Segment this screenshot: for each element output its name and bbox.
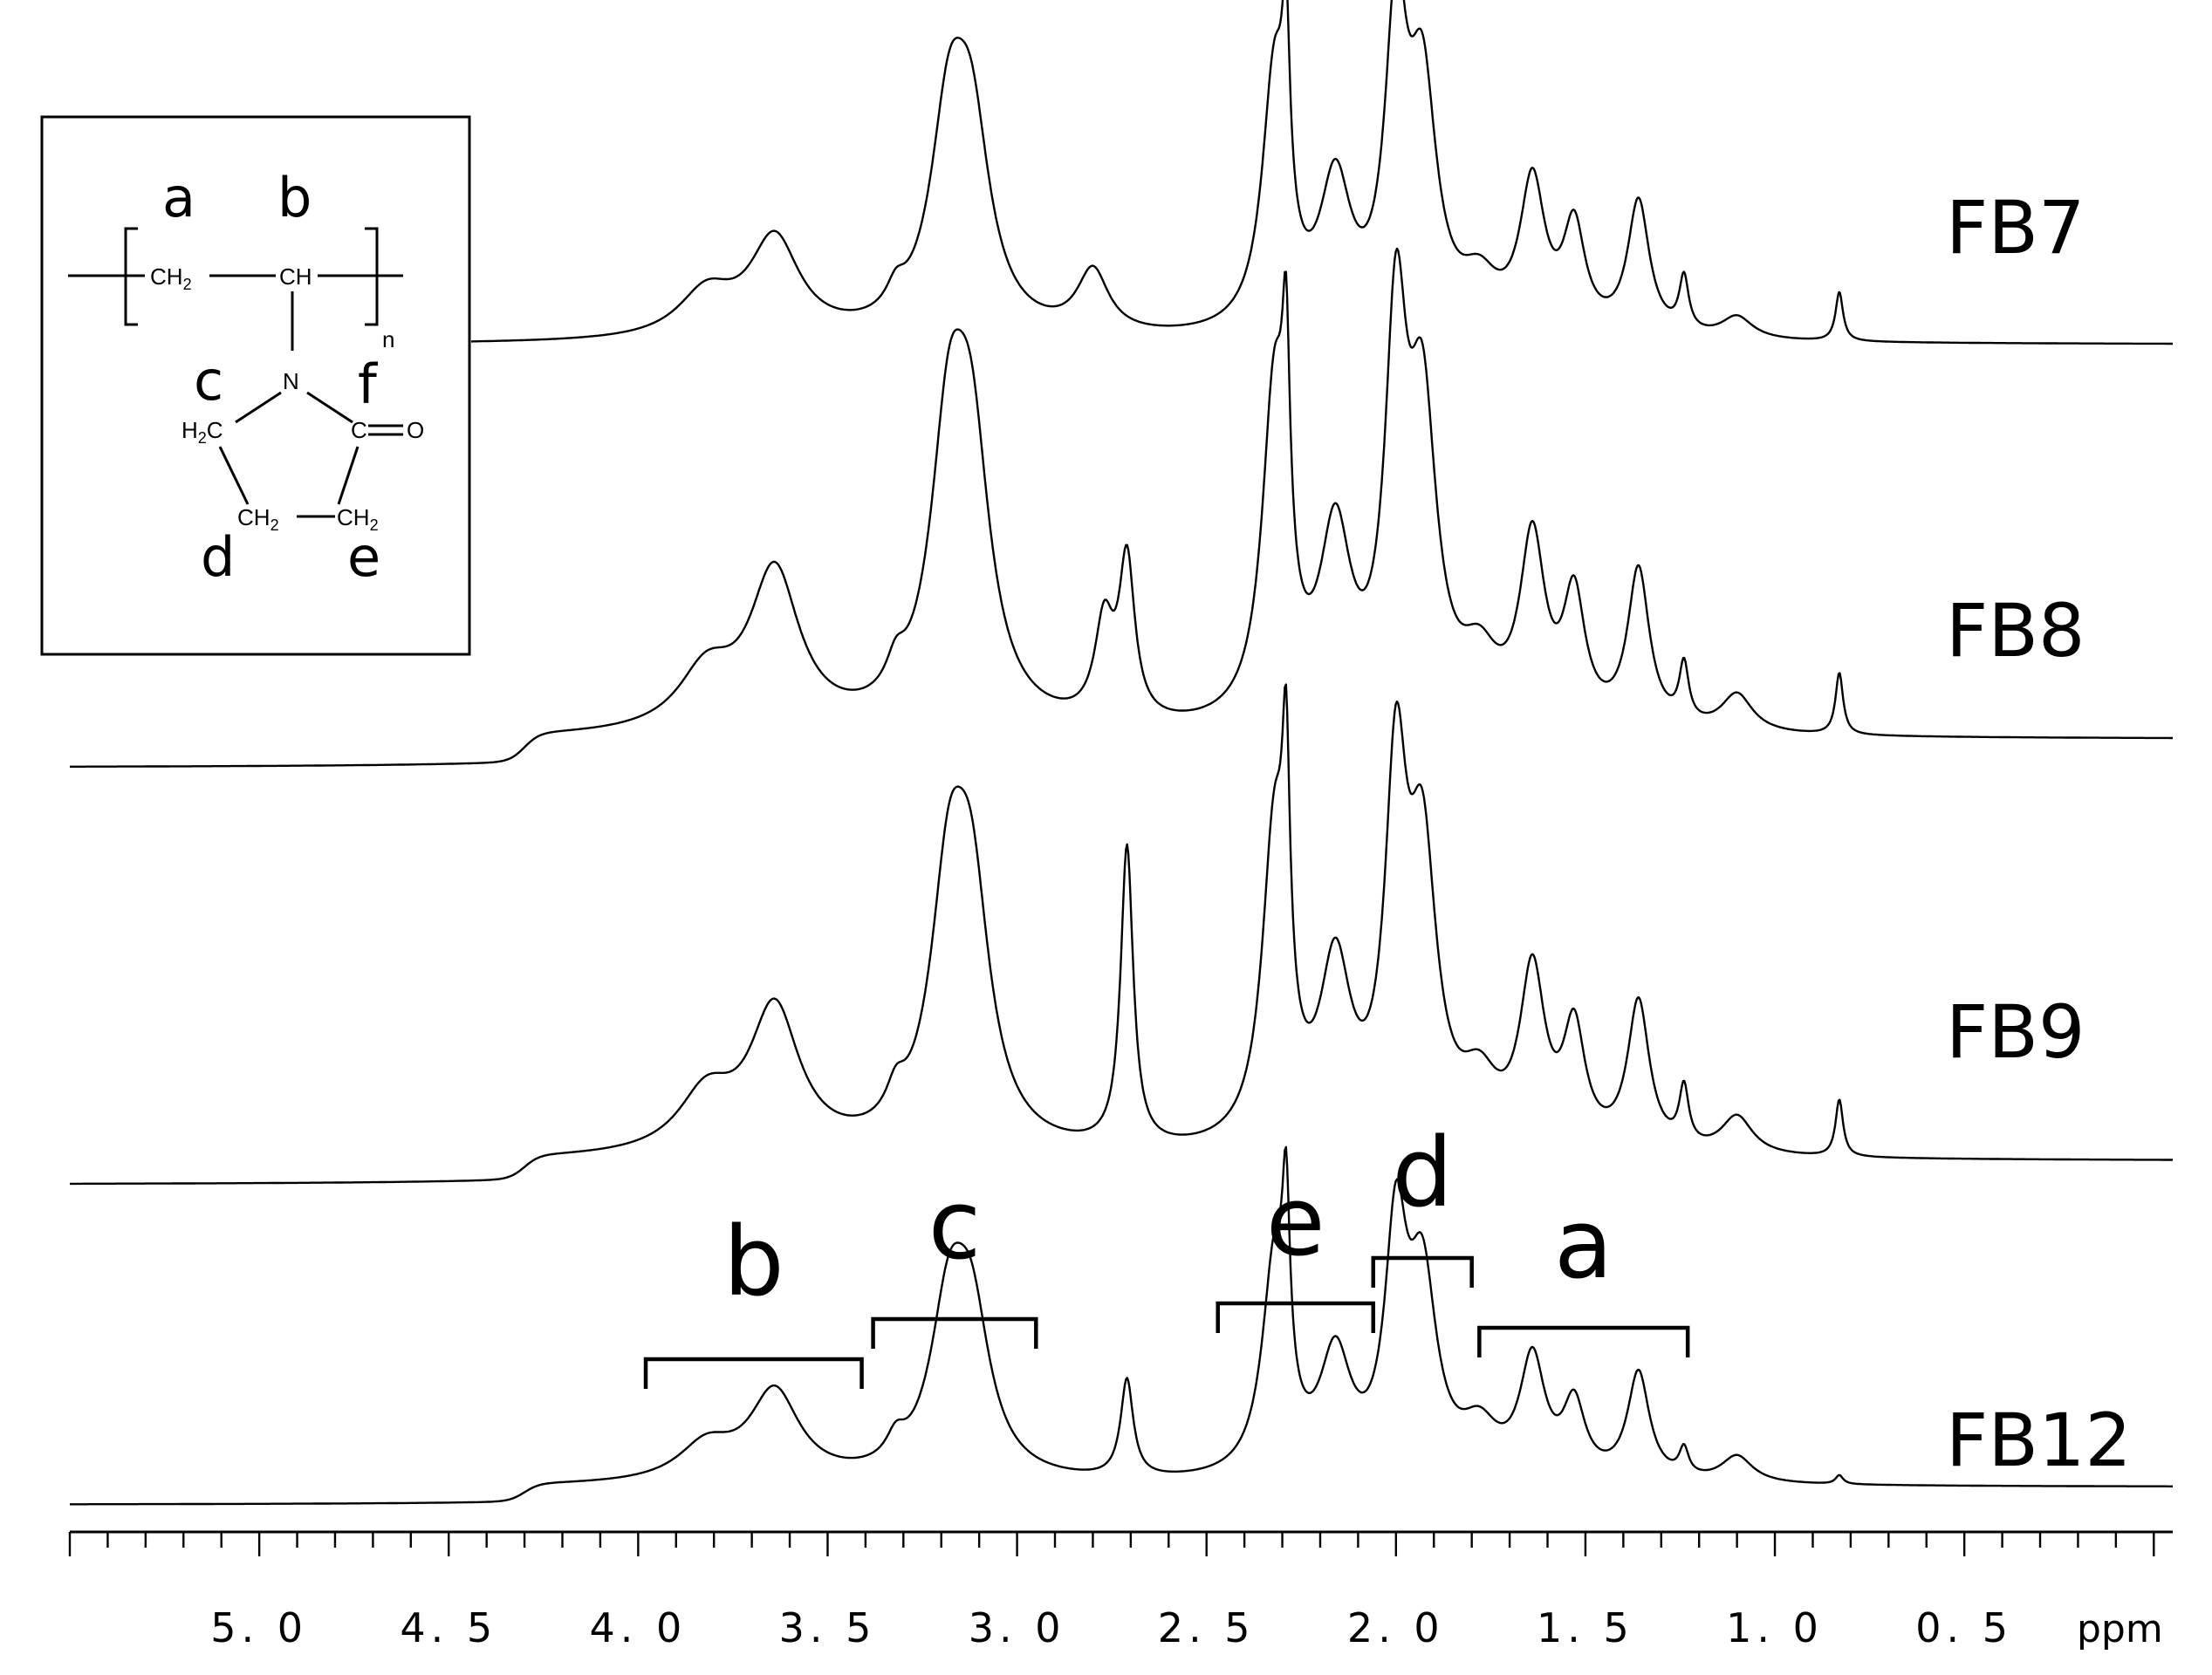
structure-label-f: f bbox=[358, 352, 379, 416]
structure-label-e: e bbox=[347, 525, 380, 589]
tick-label: 2. 5 bbox=[1158, 1604, 1256, 1651]
repeat-subscript-n: n bbox=[382, 326, 394, 352]
tick-label: 3. 5 bbox=[779, 1604, 877, 1651]
structure-label-b: b bbox=[277, 166, 312, 229]
pvp-structure-inset: a b CH2 CH n N c f H2C C O CH2 CH2 d e bbox=[40, 115, 471, 656]
atom-c-carbonyl: C bbox=[351, 417, 367, 443]
n-c-right-bond bbox=[306, 391, 353, 424]
atom-n: N bbox=[283, 368, 299, 394]
structure-label-a: a bbox=[162, 166, 195, 229]
tick-label: 4. 0 bbox=[589, 1604, 687, 1651]
tick-label: 2. 0 bbox=[1347, 1604, 1445, 1651]
n-c-left-bond bbox=[235, 391, 282, 424]
series-label-fb8: FB8 bbox=[1946, 588, 2085, 673]
structure-box bbox=[40, 115, 471, 656]
bracket-e bbox=[1216, 1301, 1376, 1333]
bracket-label-a: a bbox=[1554, 1188, 1613, 1300]
assignment-brackets: b c e da bbox=[643, 1117, 1690, 1389]
series-label-fb12: FB12 bbox=[1946, 1398, 2132, 1483]
tick-label: 5. 0 bbox=[210, 1604, 308, 1651]
tick-label: 0. 5 bbox=[1915, 1604, 2013, 1651]
bracket-label-e: e bbox=[1266, 1166, 1325, 1277]
series-label-fb9: FB9 bbox=[1946, 989, 2085, 1075]
x-axis-unit-label: ppm bbox=[2077, 1607, 2163, 1651]
spectrum-fb12 bbox=[70, 1145, 2173, 1506]
bracket-d bbox=[1371, 1255, 1474, 1288]
spectrum-fb7 bbox=[470, 0, 2174, 345]
atom-ch-backbone: CH bbox=[279, 263, 312, 290]
bracket-c bbox=[871, 1316, 1038, 1349]
bracket-left bbox=[124, 227, 138, 326]
x-axis-ticks: 5. 0 4. 5 4. 0 3. 5 3. 0 2. 5 2. 0 1. 5 1. 0 0. 5 bbox=[68, 1532, 2155, 1651]
tick-label: 1. 5 bbox=[1537, 1604, 1634, 1651]
series-labels: FB7 FB8 FB9 FB12 bbox=[1946, 185, 2132, 1483]
bracket-right bbox=[365, 227, 379, 326]
bracket-label-d: d bbox=[1392, 1117, 1453, 1228]
ring-bond-left bbox=[218, 446, 250, 505]
structure-label-d: d bbox=[201, 525, 235, 589]
series-label-fb7: FB7 bbox=[1946, 185, 2085, 270]
bracket-b bbox=[643, 1357, 864, 1389]
x-axis: 5. 0 4. 5 4. 0 3. 5 3. 0 2. 5 2. 0 1. 5 1. 0 0. 5… bbox=[68, 1530, 2173, 1651]
spectrum-fb9 bbox=[70, 683, 2173, 1186]
atom-o: O bbox=[407, 417, 424, 443]
bracket-a bbox=[1477, 1325, 1690, 1357]
ring-bond-right bbox=[337, 446, 360, 505]
bracket-label-b: b bbox=[723, 1206, 784, 1317]
spectra-group bbox=[70, 0, 2174, 1506]
spectrum-fb8 bbox=[70, 247, 2173, 768]
tick-label: 4. 5 bbox=[400, 1604, 497, 1651]
bracket-label-c: c bbox=[928, 1169, 981, 1281]
tick-label: 1. 0 bbox=[1726, 1604, 1824, 1651]
structure-label-c: c bbox=[194, 349, 223, 413]
tick-label: 3. 0 bbox=[969, 1604, 1066, 1651]
atom-ch2-ring-right: CH2 bbox=[337, 504, 379, 534]
